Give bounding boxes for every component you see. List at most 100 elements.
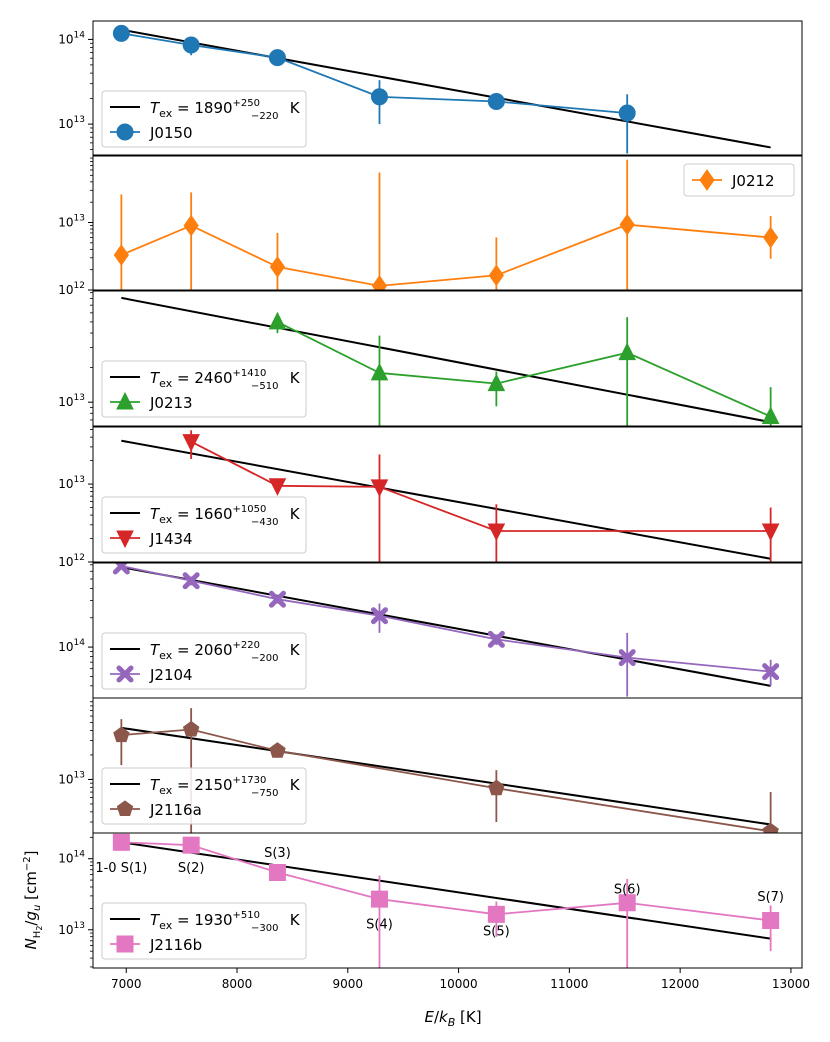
data-point — [113, 726, 130, 743]
legend-marker — [699, 169, 715, 191]
data-point — [269, 256, 286, 278]
data-point — [112, 563, 130, 575]
data-point — [487, 373, 506, 392]
data-point — [618, 894, 636, 912]
data-point — [488, 779, 505, 796]
data-point — [763, 226, 779, 249]
data-point — [618, 649, 636, 667]
legend-marker — [116, 665, 134, 683]
legend: Tex = 1890+250 −220 K J0150 — [101, 90, 307, 148]
y-tick-label: 1014 — [58, 638, 85, 654]
y-tick-label: 1013 — [58, 214, 85, 230]
y-tick-label: 1013 — [58, 115, 85, 131]
legend: Tex = 2150+1730 −750 K J2116a — [101, 767, 307, 825]
legend-marker — [116, 800, 134, 816]
fit-line — [121, 28, 771, 149]
panel-frame — [92, 290, 803, 427]
data-point — [268, 863, 286, 881]
legend: Tex = 2460+1410 −510 K J0213 — [101, 360, 307, 418]
panel-j1434: 1012 1013 Tex = 1660+1050 −430 K J1434 — [58, 426, 803, 569]
data-point — [112, 833, 130, 851]
line-label: 1-0 S(1) — [95, 861, 147, 876]
x-tick-label: 8000 — [222, 977, 253, 991]
fit-line — [121, 726, 771, 826]
legend-series-label: J1434 — [149, 530, 193, 548]
x-tick-label: 9000 — [333, 977, 364, 991]
y-tick-label: 1014 — [58, 30, 85, 46]
data-point — [762, 912, 780, 930]
legend-series-label: J0212 — [731, 172, 775, 190]
legend: J0212 — [683, 163, 795, 197]
series-line — [121, 32, 628, 114]
legend-marker — [116, 123, 134, 141]
line-label: S(6) — [614, 882, 641, 897]
data-point — [113, 244, 129, 266]
line-label: S(3) — [264, 846, 291, 861]
data-point — [487, 523, 506, 542]
x-axis-label: E/kB [K] — [424, 1008, 481, 1029]
data-point — [182, 572, 200, 590]
data-point — [370, 607, 388, 625]
y-tick-label: 1013 — [58, 475, 85, 491]
panel-frame — [92, 426, 803, 563]
data-point — [183, 214, 199, 237]
data-point — [618, 342, 636, 361]
legend-marker — [116, 391, 134, 410]
data-point — [761, 406, 780, 425]
panel-j2116a: 1013 Tex = 2150+1730 −750 K J2116a — [58, 697, 803, 834]
legend-series-label: J0213 — [149, 394, 193, 412]
data-point — [762, 822, 779, 833]
panel-j0212: 1012 1013 J0212 — [58, 154, 803, 297]
fit-line — [121, 296, 771, 424]
y-axis-label: NH2/gu [cm−2] — [22, 851, 44, 950]
legend-fit-label: Tex = 2060+220 −200 K — [150, 640, 301, 664]
data-point — [182, 720, 200, 737]
plot-area — [112, 833, 780, 968]
y-tick-label: 1013 — [58, 921, 85, 937]
panel-frame — [92, 154, 803, 291]
data-point — [487, 905, 505, 923]
data-point — [370, 362, 389, 381]
data-point — [488, 264, 504, 287]
data-point — [618, 104, 636, 122]
fit-line — [121, 566, 771, 687]
legend-fit-label: Tex = 2150+1730 −750 K — [150, 775, 301, 799]
fit-line — [121, 841, 771, 940]
legend-series-label: J2116a — [149, 801, 202, 819]
series-line — [277, 321, 771, 418]
legend-series-label: J0150 — [149, 124, 193, 142]
legend-fit-label: Tex = 2460+1410 −510 K — [150, 368, 301, 392]
data-point — [619, 213, 635, 236]
legend: Tex = 1660+1050 −430 K J1434 — [101, 496, 307, 554]
plot-area — [121, 430, 780, 562]
panel-j2116b: 1013 1014 7000 8000 9000 10000 11000 12000 13000… — [58, 832, 810, 991]
data-point — [268, 49, 286, 67]
data-point — [268, 590, 286, 608]
y-tick-label: 1013 — [58, 770, 85, 786]
plot-area — [112, 563, 780, 697]
data-point — [761, 523, 780, 542]
plot-area — [121, 296, 780, 426]
x-tick-label: 13000 — [772, 977, 810, 991]
x-tick-label: 7000 — [111, 977, 142, 991]
legend: Tex = 2060+220 −200 K J2104 — [101, 632, 307, 690]
line-label: S(5) — [483, 925, 510, 940]
data-point — [182, 434, 200, 452]
data-point — [370, 88, 388, 106]
data-point — [762, 663, 780, 681]
y-tick-label: 1013 — [58, 393, 85, 409]
legend-fit-label: Tex = 1930+510 −300 K — [150, 910, 301, 934]
series-line — [121, 223, 771, 287]
plot-area — [112, 24, 771, 154]
legend: Tex = 1930+510 −300 K J2116b — [101, 902, 307, 960]
y-tick-label: 1012 — [58, 553, 85, 569]
x-tick-label: 12000 — [661, 977, 699, 991]
legend-marker — [116, 935, 134, 953]
data-point — [370, 890, 388, 908]
legend-marker — [116, 530, 134, 549]
legend-series-label: J2104 — [149, 666, 193, 684]
data-point — [182, 36, 200, 54]
plot-area — [113, 159, 779, 290]
data-point — [487, 92, 505, 110]
